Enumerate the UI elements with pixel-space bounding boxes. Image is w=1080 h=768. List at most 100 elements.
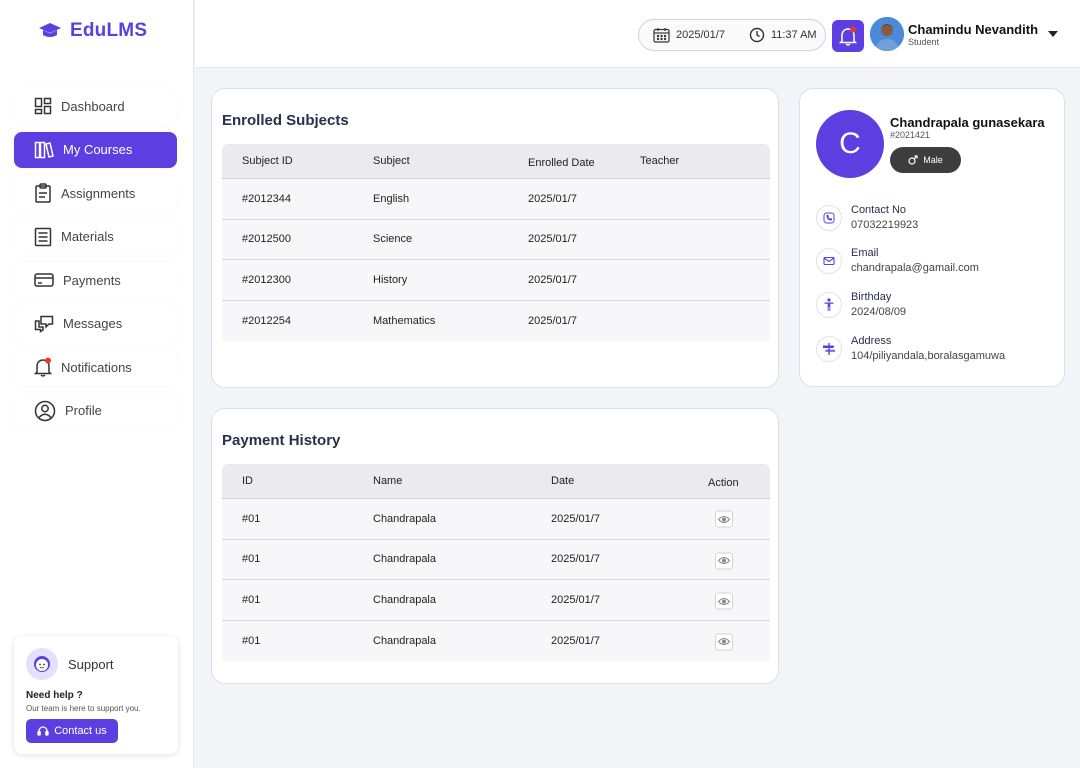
subject-name: Mathematics bbox=[373, 314, 436, 327]
view-button[interactable] bbox=[715, 592, 733, 610]
eye-icon bbox=[718, 597, 730, 605]
enrolled-subjects-card: Enrolled Subjects Subject ID Subject Enr… bbox=[211, 88, 779, 388]
table-row[interactable]: #2012344 English 2025/01/7 bbox=[222, 179, 770, 220]
contact-us-button[interactable]: Contact us bbox=[26, 719, 118, 743]
column-header: Subject bbox=[373, 155, 410, 167]
payment-date: 2025/01/7 bbox=[551, 553, 600, 566]
user-circle-icon bbox=[34, 400, 56, 421]
document-icon bbox=[34, 227, 52, 246]
gender-label: Male bbox=[923, 155, 943, 165]
payment-history-card: Payment History ID Name Date Action #01 … bbox=[211, 408, 779, 684]
payment-id: #01 bbox=[242, 553, 261, 566]
caret-down-icon bbox=[1048, 31, 1059, 37]
sidebar-item-label: Notifications bbox=[61, 359, 132, 375]
table-row[interactable]: #2012500 Science 2025/01/7 bbox=[222, 219, 770, 260]
bell-icon bbox=[839, 26, 857, 46]
birthday-label: Birthday bbox=[851, 291, 892, 303]
user-menu[interactable]: Chamindu Nevandith Student bbox=[870, 17, 1059, 51]
sidebar-item-messages[interactable]: Messages bbox=[14, 305, 177, 342]
sidebar-item-label: My Courses bbox=[63, 142, 133, 157]
subject-name: Science bbox=[373, 233, 413, 246]
app-name: EduLMS bbox=[70, 20, 148, 41]
email-value: chandrapala@gamail.com bbox=[851, 262, 979, 274]
calendar-icon bbox=[653, 28, 670, 43]
table-row: #01 Chandrapala 2025/01/7 bbox=[222, 499, 770, 540]
sidebar-item-label: Dashboard bbox=[61, 98, 125, 114]
column-header: Name bbox=[373, 475, 403, 487]
sidebar-item-notifications[interactable]: Notifications bbox=[14, 349, 177, 385]
subject-id: #2012500 bbox=[242, 233, 291, 246]
sidebar-item-label: Assignments bbox=[61, 185, 136, 201]
enrolled-subjects-table: Subject ID Subject Enrolled Date Teacher… bbox=[222, 144, 770, 341]
eye-icon bbox=[718, 557, 730, 564]
contact-label: Contact No bbox=[851, 204, 907, 216]
column-header: Teacher bbox=[640, 155, 680, 167]
support-subtitle: Our team is here to support you. bbox=[26, 704, 141, 713]
eye-icon bbox=[718, 638, 730, 645]
student-profile-card: C Chandrapala gunasekara #2021421 Male C… bbox=[799, 88, 1065, 387]
table-header: ID Name Date Action bbox=[222, 464, 770, 499]
clock-icon bbox=[749, 27, 765, 43]
payment-id: #01 bbox=[242, 593, 261, 606]
view-button[interactable] bbox=[715, 552, 733, 569]
sidebar-item-my-courses[interactable]: My Courses bbox=[14, 131, 177, 168]
support-need-help: Need help ? bbox=[26, 690, 83, 701]
sidebar-item-materials[interactable]: Materials bbox=[14, 218, 177, 255]
courses-icon bbox=[34, 141, 54, 158]
column-header: Date bbox=[551, 475, 575, 487]
sidebar-item-profile[interactable]: Profile bbox=[14, 392, 177, 429]
profile-name: Chandrapala gunasekara bbox=[890, 115, 1045, 130]
payment-name: Chandrapala bbox=[373, 634, 436, 647]
enrolled-date: 2025/01/7 bbox=[528, 233, 577, 246]
enrolled-subjects-title: Enrolled Subjects bbox=[222, 112, 349, 129]
email-info: Email chandrapala@gamail.com bbox=[816, 245, 979, 274]
payment-name: Chandrapala bbox=[373, 512, 436, 525]
current-time: 11:37 AM bbox=[770, 29, 817, 41]
sidebar-item-assignments[interactable]: Assignments bbox=[14, 175, 177, 211]
address-info: Address 104/piliyandala,boralasgamuwa bbox=[816, 333, 1005, 362]
date-time-display: 2025/01/7 11:37 AM bbox=[638, 19, 826, 51]
gender-badge: Male bbox=[890, 147, 961, 173]
bell-icon bbox=[34, 357, 52, 377]
table-row: #01 Chandrapala 2025/01/7 bbox=[222, 580, 770, 621]
graduation-cap-icon bbox=[39, 23, 61, 37]
dashboard-icon bbox=[34, 97, 52, 115]
profile-id: #2021421 bbox=[890, 130, 931, 140]
messages-icon bbox=[34, 315, 54, 333]
table-row: #01 Chandrapala 2025/01/7 bbox=[222, 620, 770, 661]
sidebar-item-dashboard[interactable]: Dashboard bbox=[14, 88, 177, 124]
support-card: Support Need help ? Our team is here to … bbox=[14, 636, 178, 754]
mail-icon bbox=[816, 248, 842, 274]
subject-id: #2012300 bbox=[242, 273, 291, 286]
sidebar: EduLMS Dashboard My Courses Assignments … bbox=[0, 0, 194, 768]
clipboard-icon bbox=[35, 183, 51, 203]
enrolled-date: 2025/01/7 bbox=[528, 192, 577, 205]
table-row[interactable]: #2012254 Mathematics 2025/01/7 bbox=[222, 300, 770, 341]
contact-info: Contact No 07032219923 bbox=[816, 202, 918, 231]
sidebar-item-payments[interactable]: Payments bbox=[14, 262, 177, 298]
table-row[interactable]: #2012300 History 2025/01/7 bbox=[222, 260, 770, 301]
support-title: Support bbox=[68, 656, 114, 672]
enrolled-date: 2025/01/7 bbox=[528, 273, 577, 286]
address-label: Address bbox=[851, 335, 892, 347]
view-button[interactable] bbox=[715, 633, 733, 650]
view-button[interactable] bbox=[715, 510, 733, 528]
payment-id: #01 bbox=[242, 512, 261, 525]
eye-icon bbox=[718, 515, 730, 523]
avatar bbox=[870, 17, 904, 51]
sidebar-item-label: Payments bbox=[63, 272, 121, 288]
table-body: #2012344 English 2025/01/7 #2012500 Scie… bbox=[222, 179, 770, 341]
logo[interactable]: EduLMS bbox=[38, 20, 147, 42]
headset-icon bbox=[37, 726, 49, 736]
notifications-button[interactable] bbox=[832, 20, 864, 52]
subject-name: History bbox=[373, 273, 408, 286]
column-header: Action bbox=[708, 476, 739, 489]
column-header: Enrolled Date bbox=[528, 156, 595, 169]
phone-icon bbox=[816, 205, 842, 231]
subject-id: #2012344 bbox=[242, 192, 291, 205]
person-icon bbox=[816, 292, 842, 318]
table-row: #01 Chandrapala 2025/01/7 bbox=[222, 539, 770, 580]
payment-date: 2025/01/7 bbox=[551, 512, 600, 525]
support-agent-icon bbox=[26, 648, 58, 680]
sidebar-item-label: Profile bbox=[65, 403, 102, 418]
